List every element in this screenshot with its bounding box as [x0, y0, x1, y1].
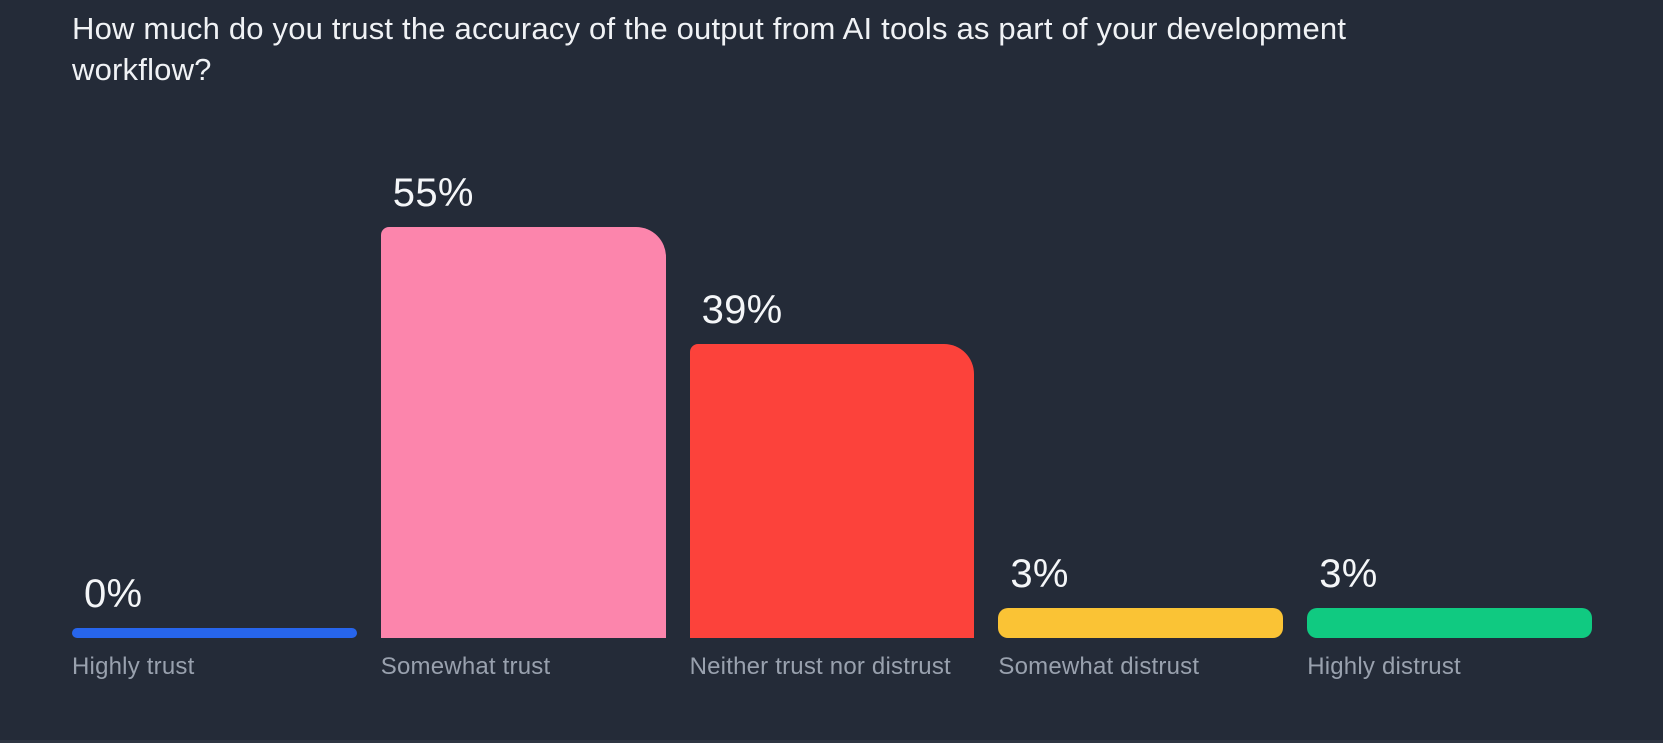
- bar-value-label: 3%: [1319, 552, 1378, 596]
- category-label-somewhat-distrust: Somewhat distrust: [998, 653, 1200, 680]
- category-label-somewhat-trust: Somewhat trust: [380, 653, 551, 680]
- bar-group-somewhat-distrust: 3%: [998, 552, 1284, 638]
- bar-value-label: 55%: [392, 171, 474, 215]
- bar-group-highly-trust: 0%: [72, 572, 357, 638]
- bar-highly-distrust[interactable]: [1307, 608, 1592, 638]
- category-label-neither-trust-nor-distrust: Neither trust nor distrust: [689, 653, 951, 680]
- category-label-highly-distrust: Highly distrust: [1307, 653, 1461, 680]
- bar-value-label: 0%: [84, 572, 143, 616]
- category-axis: Highly trust Somewhat trust Neither trus…: [72, 653, 1592, 681]
- chart-title: How much do you trust the accuracy of th…: [72, 11, 1347, 87]
- bar-somewhat-distrust[interactable]: [998, 608, 1284, 638]
- bar-group-neither-trust-nor-distrust: 39%: [689, 288, 975, 638]
- bar-group-highly-distrust: 3%: [1307, 552, 1592, 638]
- bar-neither-trust-nor-distrust[interactable]: [689, 344, 975, 638]
- bar-value-label: 3%: [1010, 552, 1069, 596]
- bar-group-somewhat-trust: 55%: [380, 171, 666, 638]
- card-bottom-edge: [0, 740, 1663, 743]
- bar-value-label: 39%: [701, 288, 783, 332]
- bar-chart-plot-area: 0% 55% 39% 3% 3%: [72, 0, 1592, 638]
- bar-somewhat-trust[interactable]: [380, 227, 666, 638]
- bar-highly-trust[interactable]: [72, 628, 357, 638]
- category-label-highly-trust: Highly trust: [72, 653, 195, 680]
